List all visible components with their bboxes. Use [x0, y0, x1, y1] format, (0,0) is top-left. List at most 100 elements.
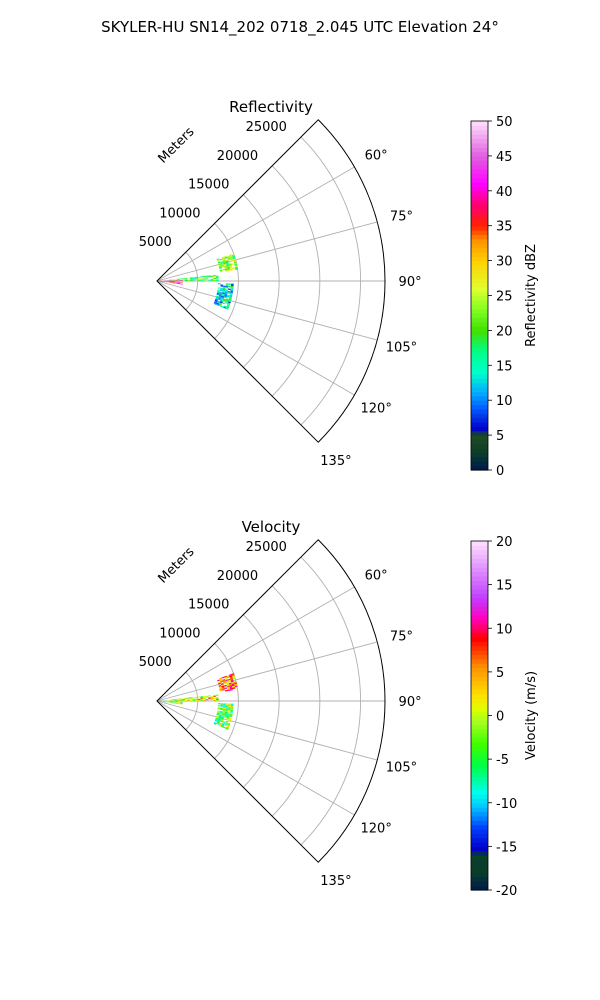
echo-cell	[217, 708, 221, 710]
echo-cell	[187, 699, 191, 701]
echo-cell	[225, 285, 229, 288]
echo-cell	[226, 298, 229, 301]
colorbar-segment	[471, 632, 488, 638]
colorbar-tick-label: 15	[496, 579, 513, 594]
echo-cell	[220, 288, 223, 291]
colorbar-tick-label: 0	[496, 464, 504, 479]
colorbar-segment	[471, 798, 488, 804]
colorbar-segment	[471, 413, 488, 419]
echo-cell	[223, 705, 226, 708]
velocity-panel: Velocity 5000 10000 15000 20000 25000 60° 75° 90…	[139, 518, 539, 899]
echo-cell	[221, 714, 225, 717]
colorbar-segment	[471, 360, 488, 366]
colorbar-segment	[471, 308, 488, 314]
echo-cell	[225, 708, 229, 710]
echo-cell	[179, 279, 183, 280]
colorbar-segment	[471, 732, 488, 738]
colorbar-segment	[471, 304, 488, 310]
echo-cell	[230, 288, 234, 291]
echo-cell	[234, 262, 237, 265]
echo-cell	[216, 713, 220, 716]
echo-cell	[190, 700, 193, 701]
colorbar-tick-label: 20	[496, 324, 513, 339]
echo-cell	[210, 280, 214, 281]
echo-cell	[217, 681, 221, 684]
echo-cell	[221, 723, 225, 726]
colorbar-segment	[471, 824, 488, 830]
echo-cell	[197, 698, 201, 700]
colorbar-segment	[471, 212, 488, 218]
colorbar-segment	[471, 850, 488, 856]
colorbar-segment	[471, 754, 488, 760]
echo-cell	[233, 259, 237, 262]
echo-cell	[177, 702, 181, 704]
echo-cell	[184, 278, 188, 280]
echo-cell	[219, 678, 223, 681]
echo-cell	[210, 276, 214, 278]
echo-cell	[231, 684, 235, 687]
colorbar-segment	[471, 780, 488, 786]
echo-cell	[223, 262, 227, 265]
echo-cell	[213, 274, 216, 277]
echo-cell	[218, 685, 222, 687]
colorbar-segment	[471, 417, 488, 423]
echo-cell	[176, 279, 180, 280]
echo-cell	[216, 293, 220, 296]
echo-cell	[228, 285, 231, 288]
echo-cell	[228, 300, 232, 303]
echo-cell	[222, 712, 225, 715]
colorbar-segment	[471, 667, 488, 673]
echo-cell	[169, 702, 173, 704]
echo-cell	[214, 719, 218, 722]
echo-cell	[235, 268, 238, 270]
echo-near-core	[159, 700, 183, 705]
echo-cell	[219, 679, 223, 682]
echo-cell	[225, 307, 229, 310]
echo-cell	[197, 699, 201, 701]
colorbar-segment	[471, 234, 488, 240]
echo-cell	[180, 282, 183, 284]
echo-cell	[230, 269, 233, 271]
echo-cell	[220, 263, 224, 266]
echo-cell	[224, 269, 228, 272]
echo-cell	[200, 700, 204, 701]
echo-cell	[227, 689, 231, 692]
colorbar-segment	[471, 195, 488, 201]
echo-cell	[222, 286, 226, 289]
colorbar-segment	[471, 216, 488, 222]
echo-cell	[227, 269, 231, 272]
colorbar: 0 5 10 15 20 25 30 35 40 45 50 Reflectivity dBZ	[470, 115, 539, 479]
echo-cell	[197, 277, 201, 279]
echo-cell	[228, 673, 232, 677]
colorbar-segment	[471, 663, 488, 669]
colorbar-segment	[471, 365, 488, 371]
echo-cell	[229, 686, 233, 689]
colorbar-segment	[471, 317, 488, 323]
colorbar-segment	[471, 567, 488, 573]
colorbar-segment	[471, 456, 488, 462]
echo-cell	[187, 277, 190, 279]
echo-cell	[216, 697, 219, 699]
echo-cell	[225, 705, 229, 708]
colorbar-segment	[471, 719, 488, 725]
echo-upper-arc	[217, 673, 238, 692]
echo-cell	[197, 696, 201, 698]
echo-cell	[217, 710, 220, 713]
echo-cell	[217, 718, 221, 721]
echo-cell	[229, 676, 233, 679]
colorbar-tick-label: 25	[496, 290, 513, 305]
echo-cell	[215, 296, 219, 299]
theta-tick-label: 105°	[386, 341, 417, 356]
echo-cell	[222, 258, 226, 261]
grid-spoke	[156, 280, 378, 341]
echo-cell	[225, 260, 229, 263]
echo-cell	[229, 296, 233, 299]
echo-cell	[225, 261, 229, 264]
echo-cell	[217, 289, 221, 291]
echo-cell	[228, 718, 232, 721]
echo-cell	[217, 705, 221, 707]
echo-cell	[197, 277, 201, 279]
echo-cell	[224, 687, 228, 690]
colorbar-segment	[471, 260, 488, 266]
grid-spoke	[156, 641, 378, 702]
